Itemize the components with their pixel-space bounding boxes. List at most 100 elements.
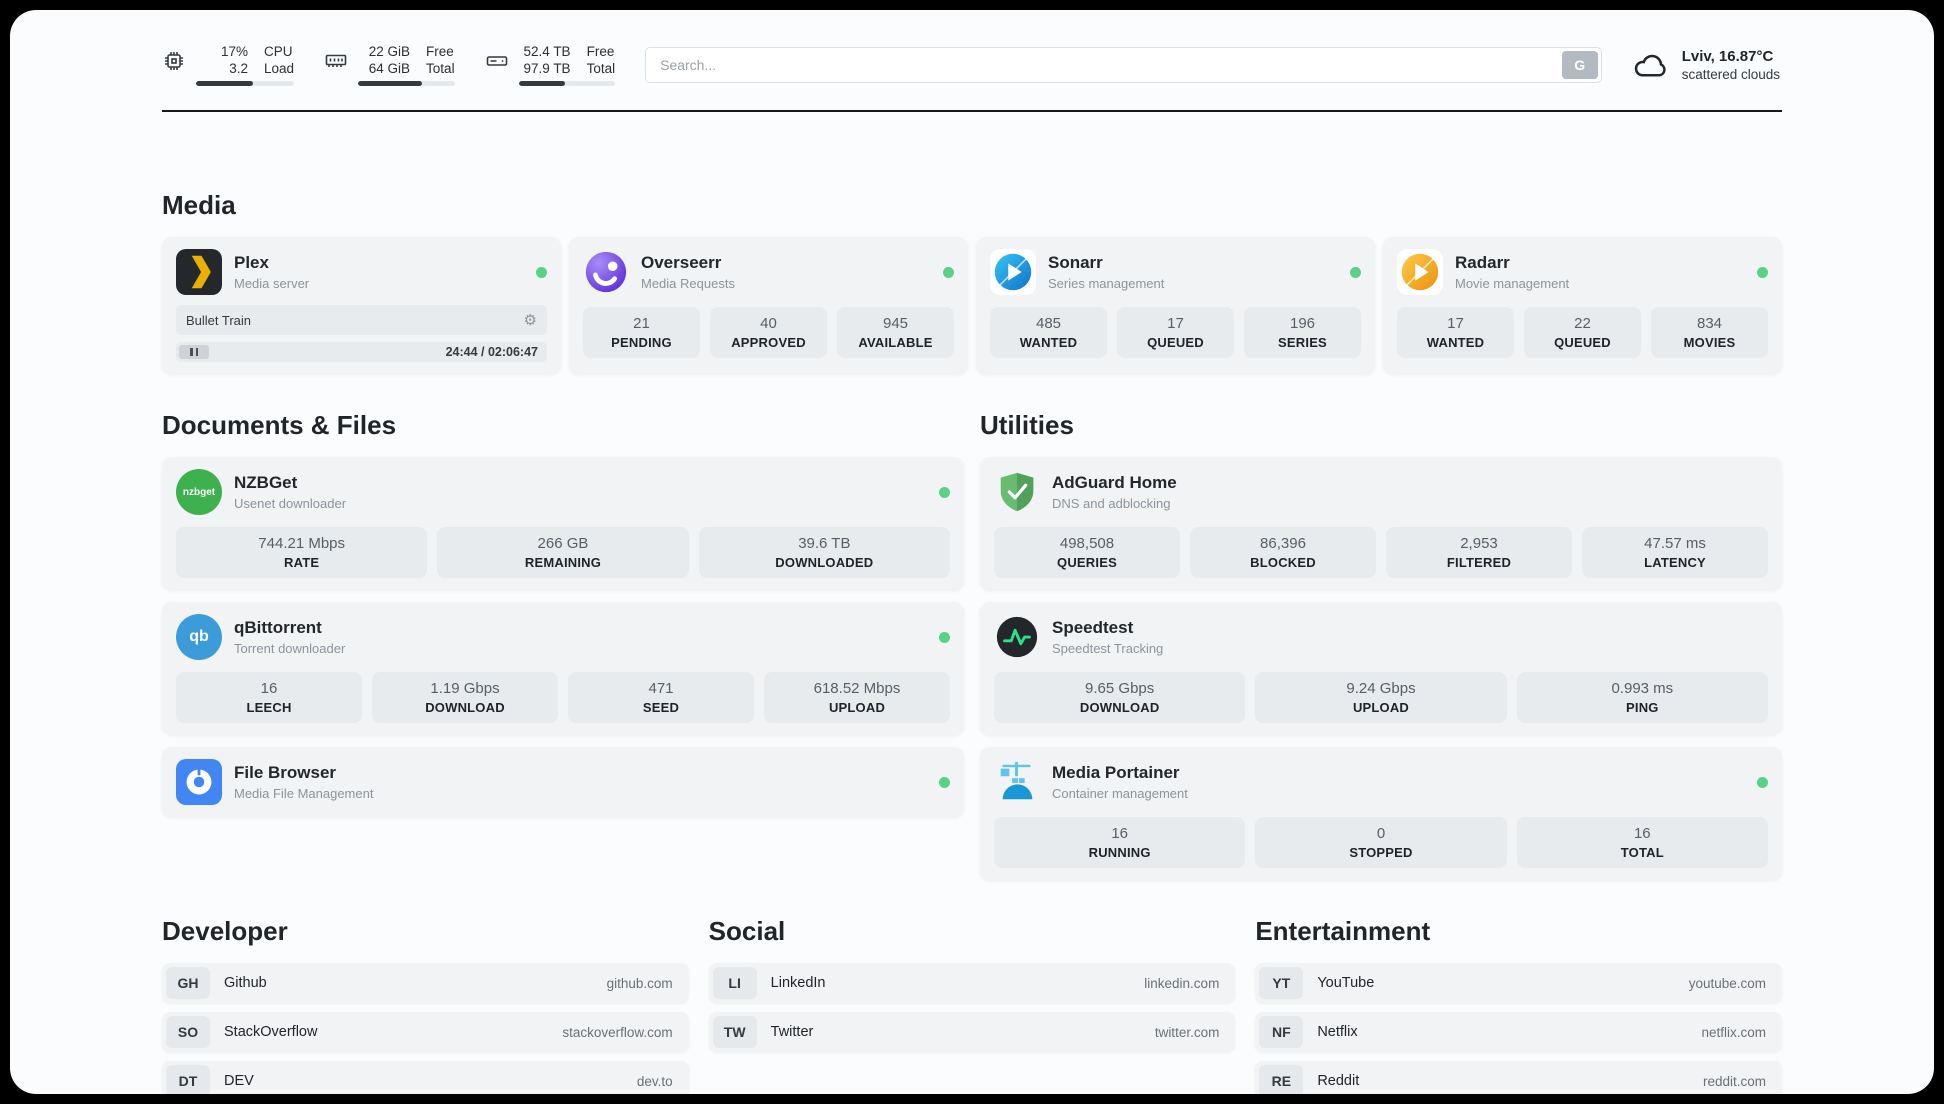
portainer-status-dot	[1757, 776, 1768, 788]
overseerr-status-dot	[943, 266, 954, 278]
youtube-url: youtube.com	[1688, 975, 1766, 991]
cpu-label: CPU	[264, 44, 293, 59]
stat-upload: 618.52 Mbps UPLOAD	[764, 672, 950, 723]
ram-progress-fill	[358, 81, 422, 86]
plex-now-playing-select[interactable]: Bullet Train ⚙	[176, 305, 547, 335]
portainer-name: Media Portainer	[1052, 763, 1180, 782]
stat-available: 945 AVAILABLE	[837, 307, 954, 358]
dev-url: dev.to	[636, 1073, 673, 1089]
reddit-url: reddit.com	[1702, 1073, 1766, 1089]
stat-wanted: 17 WANTED	[1397, 307, 1514, 358]
radarr-status-dot	[1757, 266, 1768, 278]
nzbget-card[interactable]: nzbget NZBGet Usenet downloader 744.21 M…	[162, 457, 964, 590]
documents-section: Documents & Files nzbget NZBGet Usenet d…	[162, 410, 964, 880]
search-engine-button[interactable]: G	[1561, 51, 1598, 79]
bookmark-reddit[interactable]: RE Reddit reddit.com	[1255, 1061, 1782, 1094]
bookmark-stackoverflow[interactable]: SO StackOverflow stackoverflow.com	[162, 1012, 689, 1052]
filebrowser-card[interactable]: File Browser Media File Management	[162, 747, 964, 817]
speedtest-desc: Speedtest Tracking	[1052, 641, 1164, 656]
ram-icon	[324, 49, 348, 73]
bookmark-github[interactable]: GH Github github.com	[162, 963, 689, 1003]
plex-desc: Media server	[234, 276, 310, 291]
header-divider	[162, 110, 1782, 112]
disk-progress-track	[518, 81, 616, 86]
utilities-section: Utilities	[980, 410, 1782, 880]
qbittorrent-desc: Torrent downloader	[234, 641, 346, 656]
plex-name: Plex	[234, 253, 269, 272]
filebrowser-icon	[176, 759, 222, 805]
radarr-name: Radarr	[1455, 253, 1510, 272]
qbittorrent-status-dot	[939, 631, 950, 643]
radarr-card[interactable]: Radarr Movie management 17 WANTED 22 QUE…	[1383, 237, 1782, 374]
weather-condition: scattered clouds	[1681, 67, 1780, 82]
settings-gear-icon[interactable]: ⚙	[523, 311, 537, 329]
netflix-name: Netflix	[1317, 1024, 1358, 1040]
disk-icon	[485, 49, 509, 73]
portainer-icon	[994, 759, 1040, 805]
disk-free-value: 52.4 TB	[523, 44, 571, 59]
speedtest-card[interactable]: Speedtest Speedtest Tracking 9.65 Gbps D…	[980, 602, 1782, 735]
section-title-documents: Documents & Files	[162, 410, 397, 440]
sonarr-desc: Series management	[1048, 276, 1165, 291]
stat-ping: 0.993 ms PING	[1516, 672, 1768, 723]
overseerr-desc: Media Requests	[641, 276, 735, 291]
bookmark-netflix[interactable]: NF Netflix netflix.com	[1255, 1012, 1782, 1052]
portainer-desc: Container management	[1052, 786, 1188, 801]
overseerr-name: Overseerr	[641, 253, 722, 272]
dashboard-page: 17% 3.2 CPU Load	[10, 10, 1934, 1094]
cpu-progress-track	[196, 81, 295, 86]
entertainment-section: Entertainment YT YouTube youtube.com NF …	[1255, 916, 1782, 1094]
ram-widget: 22 GiB 64 GiB Free Total	[324, 44, 455, 86]
plex-now-playing-title: Bullet Train	[186, 312, 252, 328]
stat-upload: 9.24 Gbps UPLOAD	[1255, 672, 1507, 723]
stat-movies: 834 MOVIES	[1651, 307, 1768, 358]
stat-stopped: 0 STOPPED	[1255, 817, 1507, 868]
stat-wanted: 485 WANTED	[990, 307, 1107, 358]
youtube-name: YouTube	[1317, 975, 1375, 991]
stat-download: 1.19 Gbps DOWNLOAD	[372, 672, 558, 723]
stat-filtered: 2,953 FILTERED	[1386, 527, 1572, 578]
stat-queued: 22 QUEUED	[1524, 307, 1641, 358]
section-title-entertainment: Entertainment	[1255, 916, 1431, 946]
sonarr-card[interactable]: Sonarr Series management 485 WANTED 17 Q…	[976, 237, 1375, 374]
radarr-icon	[1397, 249, 1443, 295]
qbittorrent-name: qBittorrent	[234, 618, 322, 637]
pause-button[interactable]	[179, 345, 209, 359]
dev-name: DEV	[224, 1073, 254, 1089]
stat-leech: 16 LEECH	[176, 672, 362, 723]
top-bar: 17% 3.2 CPU Load	[162, 10, 1782, 86]
bookmark-youtube[interactable]: YT YouTube youtube.com	[1255, 963, 1782, 1003]
stat-queries: 498,508 QUERIES	[994, 527, 1180, 578]
plex-playback-time: 24:44 / 02:06:47	[445, 345, 538, 359]
twitter-name: Twitter	[770, 1024, 814, 1040]
twitter-abbr: TW	[712, 1016, 757, 1048]
stat-seed: 471 SEED	[568, 672, 754, 723]
ram-total-value: 64 GiB	[368, 61, 411, 76]
bookmark-twitter[interactable]: TW Twitter twitter.com	[708, 1012, 1236, 1052]
plex-card[interactable]: Plex Media server Bullet Train ⚙ 24:44 /…	[162, 237, 561, 374]
speedtest-name: Speedtest	[1052, 618, 1134, 637]
search-input[interactable]	[645, 47, 1602, 83]
adguard-card[interactable]: AdGuard Home DNS and adblocking 498,508 …	[980, 457, 1782, 590]
qbittorrent-card[interactable]: qb qBittorrent Torrent downloader 16	[162, 602, 964, 735]
filebrowser-name: File Browser	[234, 763, 337, 782]
weather-location: Lviv, 16.87°C	[1681, 48, 1774, 65]
bookmark-linkedin[interactable]: LI LinkedIn linkedin.com	[708, 963, 1236, 1003]
bookmark-dev[interactable]: DT DEV dev.to	[162, 1061, 689, 1094]
portainer-card[interactable]: Media Portainer Container management 16 …	[980, 747, 1782, 880]
media-section: Media Plex Media server	[162, 190, 1782, 374]
dev-abbr: DT	[166, 1065, 210, 1094]
cpu-widget: 17% 3.2 CPU Load	[162, 44, 295, 86]
stat-downloaded: 39.6 TB DOWNLOADED	[698, 527, 950, 578]
ram-progress-track	[358, 81, 455, 86]
netflix-abbr: NF	[1259, 1016, 1304, 1048]
section-title-social: Social	[708, 916, 786, 946]
nzbget-name: NZBGet	[234, 473, 298, 492]
overseerr-card[interactable]: Overseerr Media Requests 21 PENDING 40 A…	[569, 237, 968, 374]
plex-progress-bar[interactable]: 24:44 / 02:06:47	[176, 342, 547, 362]
stat-queued: 17 QUEUED	[1117, 307, 1234, 358]
linkedin-abbr: LI	[712, 967, 757, 999]
search-bar: G	[645, 47, 1602, 83]
cpu-value: 17%	[220, 44, 248, 59]
nzbget-status-dot	[939, 486, 950, 498]
